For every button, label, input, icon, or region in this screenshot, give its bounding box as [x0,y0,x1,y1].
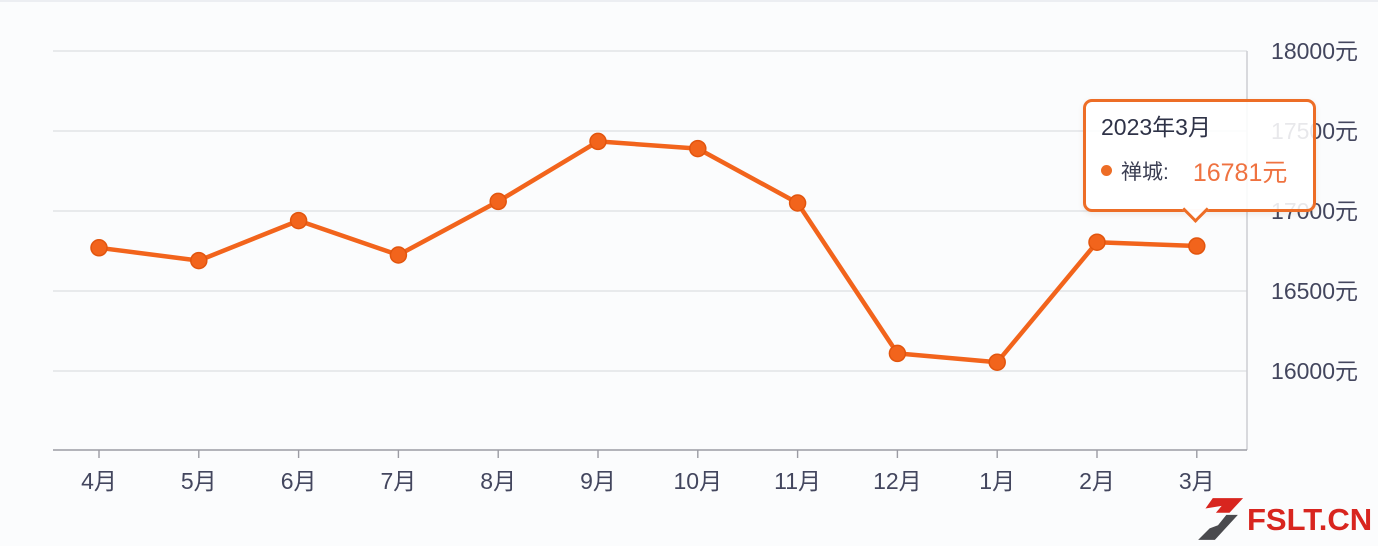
x-axis-label: 5月 [181,468,217,494]
x-axis-label: 11月 [774,468,821,494]
chart-tooltip: 2023年3月 禅城: 16781元 [1083,99,1316,223]
tooltip-value: 16781元 [1192,158,1288,187]
tooltip-series-row: 禅城: 16781元 [1101,153,1298,189]
x-axis-label: 7月 [381,468,417,494]
x-axis-label: 3月 [1179,468,1215,494]
data-point-9月[interactable] [589,132,607,151]
data-point-2月[interactable] [1088,233,1106,251]
x-axis-label: 8月 [480,468,516,494]
top-border-line [0,0,1378,2]
x-axis-label: 9月 [580,468,616,494]
data-point-10月[interactable] [689,139,707,158]
y-axis-tick-label: 16000元 [1271,358,1358,384]
data-point-12月[interactable] [888,344,907,363]
tooltip-series-label: 禅城: [1121,160,1169,184]
y-axis-tick-label: 16500元 [1271,278,1358,304]
site-watermark: FSLT.CN [1191,496,1372,542]
data-point-8月[interactable] [489,192,507,211]
data-point-11月[interactable] [788,194,807,212]
data-point-6月[interactable] [289,211,308,230]
data-point-7月[interactable] [389,246,408,264]
x-axis-label: 2月 [1079,468,1115,494]
price-line-series [96,139,1200,365]
series-marker-dot-icon [1101,165,1112,177]
data-point-4月[interactable] [90,239,108,257]
x-axis-label: 10月 [674,468,723,494]
tooltip-title: 2023年3月 [1101,114,1211,140]
data-point-5月[interactable] [190,251,208,270]
x-axis-label: 1月 [979,468,1015,494]
x-axis-label: 12月 [873,468,922,494]
x-axis-label: 4月 [81,468,117,494]
x-axis-label: 6月 [281,468,317,494]
data-point-1月[interactable] [988,353,1006,371]
data-point-3月[interactable] [1188,237,1206,255]
watermark-text: FSLT.CN [1247,501,1373,537]
fslt-z-logo-icon [1198,498,1244,540]
y-axis-tick-label: 18000元 [1271,38,1358,64]
